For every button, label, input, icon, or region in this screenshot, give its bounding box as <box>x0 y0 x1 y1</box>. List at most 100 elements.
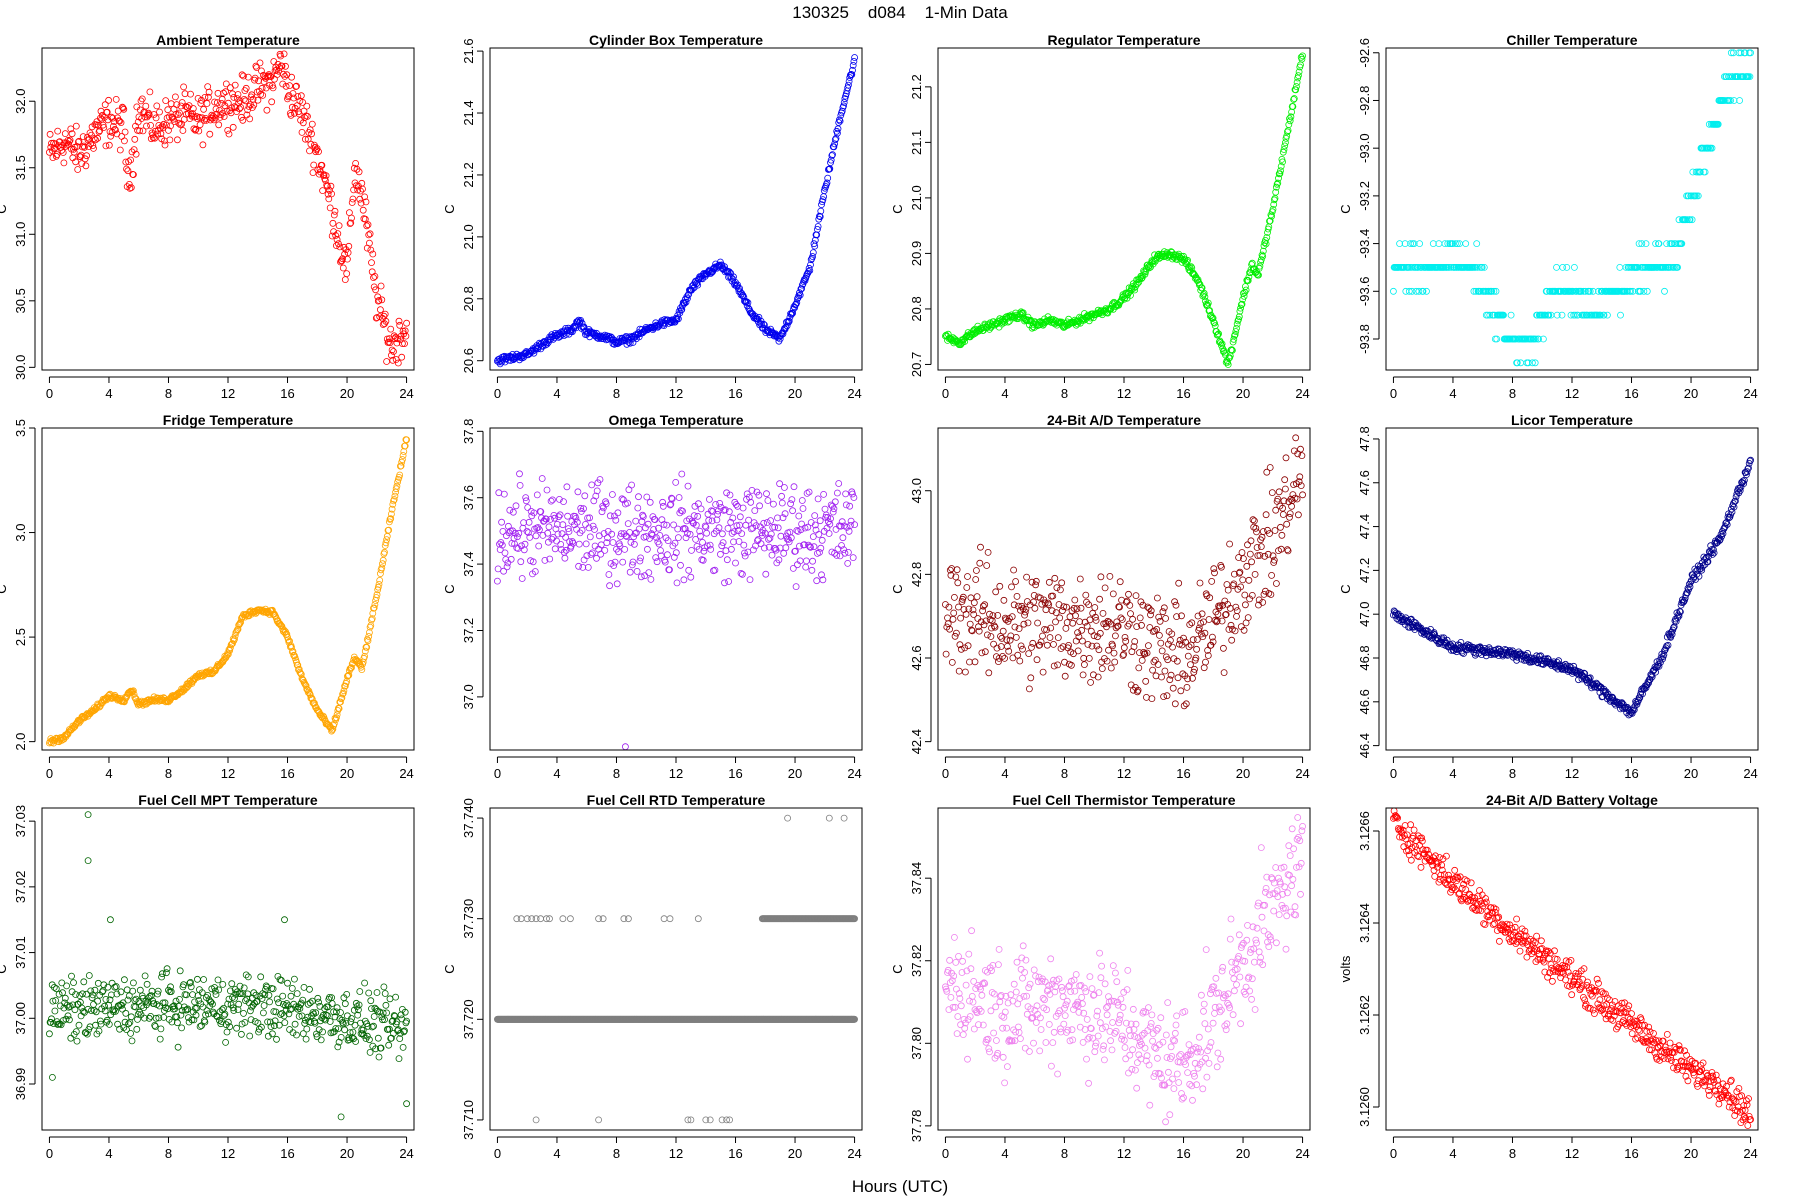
data-point <box>211 98 219 106</box>
data-point <box>504 559 512 567</box>
data-point <box>1202 300 1210 308</box>
data-point <box>1482 311 1490 319</box>
data-point <box>743 298 750 306</box>
data-point <box>224 126 232 134</box>
data-point <box>294 93 302 100</box>
data-point <box>379 1009 387 1017</box>
data-point <box>384 339 392 346</box>
data-point <box>730 538 737 546</box>
data-point <box>1236 307 1244 315</box>
data-point <box>240 72 247 80</box>
data-point <box>761 321 768 329</box>
data-point <box>83 152 90 160</box>
y-tick-label: 37.00 <box>13 1002 28 1035</box>
data-point <box>46 1030 53 1038</box>
data-point <box>74 138 82 146</box>
data-point <box>1019 310 1026 318</box>
data-point <box>229 123 237 131</box>
data-point <box>1025 650 1033 657</box>
data-point <box>581 492 589 500</box>
data-point <box>1531 359 1539 367</box>
data-point <box>707 546 715 553</box>
data-point <box>1290 96 1297 103</box>
y-tick-label: 37.02 <box>13 871 28 904</box>
data-point <box>1014 651 1022 659</box>
data-point <box>591 526 598 533</box>
data-point <box>191 998 199 1006</box>
data-point <box>233 1024 241 1032</box>
y-tick-label: 37.6 <box>461 485 476 510</box>
data-point <box>1239 576 1247 584</box>
data-point <box>49 1074 56 1081</box>
data-point <box>128 1037 136 1045</box>
data-point <box>575 540 583 548</box>
x-tick-label: 8 <box>1509 766 1516 781</box>
data-point <box>1118 616 1126 623</box>
data-point <box>220 89 227 97</box>
data-point <box>376 306 384 314</box>
data-point <box>370 274 377 282</box>
data-point <box>1086 616 1094 624</box>
data-point <box>1287 113 1295 121</box>
data-point <box>1500 311 1507 319</box>
data-point <box>645 569 653 576</box>
data-point <box>337 1009 344 1016</box>
data-point <box>367 246 375 254</box>
data-point <box>1082 313 1090 321</box>
data-point <box>403 1100 411 1108</box>
data-point <box>403 319 411 327</box>
data-point <box>147 122 155 129</box>
data-point <box>141 972 149 980</box>
data-point <box>126 184 134 192</box>
data-point <box>125 1020 133 1028</box>
y-tick-label: -93.4 <box>1357 229 1372 259</box>
data-point <box>586 533 594 541</box>
data-point <box>519 524 527 532</box>
data-point <box>1010 601 1018 609</box>
data-point <box>514 533 521 541</box>
data-point <box>1099 610 1107 617</box>
data-point <box>1640 287 1648 295</box>
data-point <box>1486 311 1494 319</box>
data-point <box>1259 252 1267 260</box>
y-tick-label: 20.6 <box>461 348 476 373</box>
x-axis-label: Hours (UTC) <box>852 1177 948 1196</box>
data-point <box>818 536 826 544</box>
data-point <box>1290 95 1298 102</box>
data-point <box>1237 304 1244 312</box>
data-point <box>142 102 150 110</box>
data-point <box>789 507 796 515</box>
data-point <box>637 573 645 581</box>
data-point <box>955 667 963 675</box>
data-point <box>1209 314 1217 322</box>
data-point <box>973 593 981 600</box>
data-point <box>1243 562 1251 570</box>
data-point <box>218 100 225 107</box>
data-point <box>1271 527 1279 534</box>
data-point <box>1027 674 1035 682</box>
data-point <box>732 559 739 567</box>
y-tick-label: 46.8 <box>1357 645 1372 670</box>
data-point <box>964 642 972 650</box>
data-point <box>67 125 75 133</box>
data-point <box>288 73 296 81</box>
data-point <box>1616 263 1624 271</box>
data-point <box>1415 287 1423 295</box>
data-point <box>1571 263 1578 271</box>
data-point <box>187 90 194 98</box>
data-point <box>1061 672 1069 680</box>
data-point <box>751 507 759 515</box>
data-point <box>341 1026 349 1034</box>
data-point <box>1020 620 1028 628</box>
chart-title: Omega Temperature <box>608 412 743 428</box>
data-point <box>538 475 546 482</box>
data-point <box>1245 273 1253 281</box>
x-tick-label: 24 <box>1743 386 1757 401</box>
x-tick-label: 16 <box>280 386 294 401</box>
data-point <box>1233 324 1240 332</box>
data-point <box>66 136 74 144</box>
y-axis: 2.02.53.03.5 <box>13 419 36 751</box>
data-point <box>58 146 66 154</box>
data-point <box>204 83 212 90</box>
